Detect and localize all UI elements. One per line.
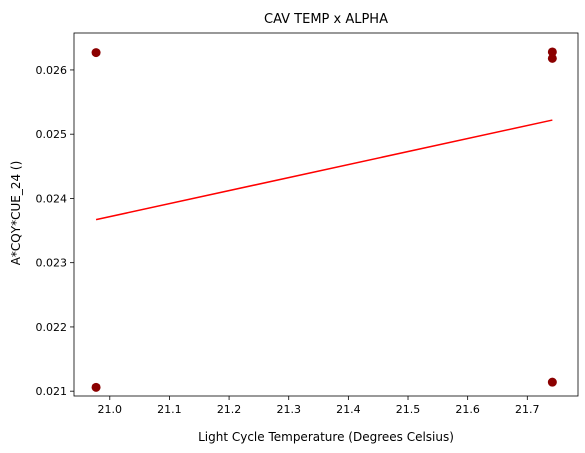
data-point-1 <box>91 48 101 58</box>
y-tick-label: 0.024 <box>36 192 68 205</box>
trend-line <box>95 119 553 221</box>
y-tick-label: 0.022 <box>36 321 68 334</box>
data-point-3 <box>547 47 557 57</box>
x-tick-label: 21.7 <box>515 403 540 416</box>
x-tick-label: 21.4 <box>336 403 361 416</box>
y-tick-label: 0.025 <box>36 128 68 141</box>
x-tick-label: 21.1 <box>157 403 182 416</box>
plot-area: 21.0 21.1 21.2 21.3 21.4 21.5 21.6 21.7 0.021 0.0… <box>36 32 579 416</box>
y-tick-label: 0.021 <box>36 385 68 398</box>
y-tick-label: 0.023 <box>36 257 68 270</box>
x-tick-label: 21.0 <box>98 403 123 416</box>
x-tick-label: 21.3 <box>276 403 301 416</box>
data-point-5 <box>547 377 557 387</box>
x-tick-label: 21.6 <box>455 403 480 416</box>
axes-frame <box>73 32 579 397</box>
data-point-4 <box>547 53 557 63</box>
x-tick-label: 21.5 <box>396 403 421 416</box>
x-tick-label: 21.2 <box>217 403 242 416</box>
y-axis-label: A*CQY*CUE_24 () <box>9 161 23 266</box>
y-tick-label: 0.026 <box>36 64 68 77</box>
data-point-2 <box>91 382 101 392</box>
x-axis-label: Light Cycle Temperature (Degrees Celsius… <box>198 430 454 444</box>
chart-title: CAV TEMP x ALPHA <box>264 12 388 27</box>
